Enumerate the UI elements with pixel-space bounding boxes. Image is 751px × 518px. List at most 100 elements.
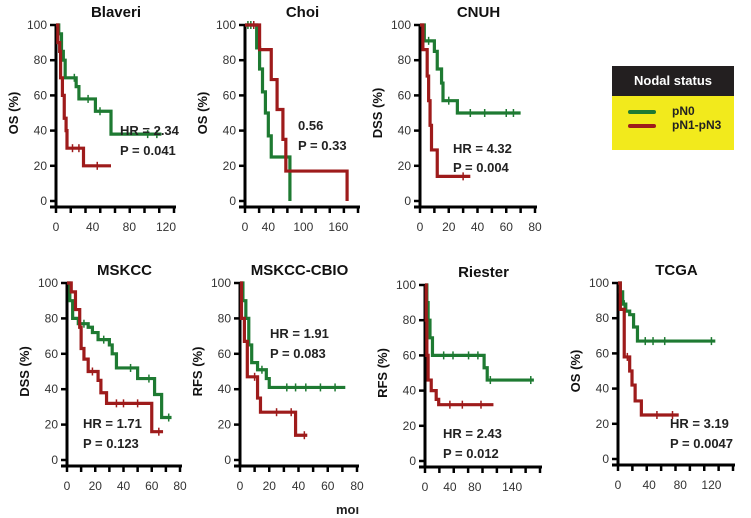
survival-curve-pn0 <box>56 23 162 136</box>
x-tick-label: 0 <box>53 220 60 234</box>
y-tick-label: 40 <box>398 124 412 138</box>
y-tick-label: 0 <box>404 194 411 208</box>
hazard-ratio-label: 0.56 <box>298 118 323 133</box>
p-value-label: P = 0.083 <box>270 346 326 361</box>
y-tick-label: 100 <box>216 18 236 32</box>
y-tick-label: 80 <box>34 53 48 67</box>
x-tick-label: 80 <box>173 479 187 493</box>
y-tick-label: 0 <box>224 453 231 467</box>
survival-curve-pn0 <box>425 283 534 382</box>
p-value-label: P = 0.004 <box>453 160 510 175</box>
y-tick-label: 40 <box>403 384 417 398</box>
y-tick-label: 60 <box>403 348 417 362</box>
y-tick-label: 60 <box>223 88 237 102</box>
km-panel-riester: Riester RFS (%) 0 20 40 60 80 100 0 40 80 140 HR = 2… <box>375 264 542 494</box>
y-tick-label: 80 <box>403 313 417 327</box>
survival-curve-pn1-pn3 <box>245 23 349 201</box>
y-axis-label: DSS (%) <box>17 346 32 397</box>
x-tick-label: 80 <box>468 480 482 494</box>
x-tick-label: 80 <box>674 478 688 492</box>
y-tick-label: 100 <box>589 276 609 290</box>
y-tick-label: 60 <box>596 346 610 360</box>
y-tick-label: 20 <box>34 159 48 173</box>
y-axis-label: OS (%) <box>195 92 210 135</box>
legend-swatch-pN0 <box>628 110 656 114</box>
x-tick-label: 20 <box>89 479 103 493</box>
y-tick-label: 0 <box>229 194 236 208</box>
survival-curve-pn1-pn3 <box>56 23 111 168</box>
survival-curve-pn1-pn3 <box>618 281 679 417</box>
legend: Nodal status pN0 pN1-pN3 <box>612 66 734 150</box>
survival-curve-pn0 <box>245 23 292 201</box>
km-panel-mskcc-cbio: MSKCC-CBIO RFS (%) 0 20 40 60 80 100 0 20 40 60 80 HR… <box>190 262 364 493</box>
y-tick-label: 60 <box>45 347 59 361</box>
survival-curve-pn1-pn3 <box>67 281 164 434</box>
panel-title: Choi <box>286 4 319 21</box>
x-tick-label: 0 <box>615 478 622 492</box>
panel-title: Blaveri <box>91 4 141 21</box>
hazard-ratio-label: HR = 4.32 <box>453 141 512 156</box>
panel-title: TCGA <box>655 262 698 279</box>
y-tick-label: 40 <box>223 124 237 138</box>
panel-title: MSKCC-CBIO <box>251 262 349 279</box>
y-tick-label: 80 <box>398 53 412 67</box>
x-tick-label: 80 <box>123 220 137 234</box>
y-tick-label: 100 <box>38 276 58 290</box>
legend-swatch-pN1-pN3 <box>628 124 656 128</box>
x-tick-label: 0 <box>237 479 244 493</box>
y-tick-label: 40 <box>34 124 48 138</box>
km-panel-blaveri: Blaveri OS (%) 0 20 40 60 80 100 0 40 80 120 HR = 2.… <box>6 4 180 234</box>
x-tick-label: 80 <box>528 220 542 234</box>
y-tick-label: 0 <box>40 194 47 208</box>
p-value-label: P = 0.012 <box>443 446 499 461</box>
y-tick-label: 60 <box>398 88 412 102</box>
y-axis-label: RFS (%) <box>190 347 205 397</box>
y-tick-label: 20 <box>596 417 610 431</box>
x-tick-label: 60 <box>145 479 159 493</box>
x-tick-label: 60 <box>321 479 335 493</box>
x-tick-label: 0 <box>422 480 429 494</box>
y-tick-label: 0 <box>602 452 609 466</box>
y-tick-label: 0 <box>409 454 416 468</box>
survival-curve-pn0 <box>240 281 346 390</box>
x-tick-label: 40 <box>292 479 306 493</box>
y-tick-label: 60 <box>218 347 232 361</box>
p-value-label: P = 0.33 <box>298 138 347 153</box>
x-tick-label: 40 <box>471 220 485 234</box>
legend-label: pN1-pN3 <box>672 118 722 132</box>
x-tick-label: 120 <box>701 478 721 492</box>
hazard-ratio-label: HR = 1.71 <box>83 416 142 431</box>
km-panel-mskcc: MSKCC DSS (%) 0 20 40 60 80 100 0 20 40 60 80 HR = 1.… <box>17 262 187 493</box>
y-axis-label: OS (%) <box>568 350 583 393</box>
x-tick-label: 40 <box>117 479 131 493</box>
x-tick-label: 0 <box>417 220 424 234</box>
y-tick-label: 20 <box>223 159 237 173</box>
x-axis-unit-label: moı <box>336 502 359 517</box>
y-tick-label: 80 <box>45 311 59 325</box>
panel-title: CNUH <box>457 4 500 21</box>
panel-title: Riester <box>458 264 509 281</box>
y-tick-label: 80 <box>596 311 610 325</box>
x-tick-label: 0 <box>242 220 249 234</box>
x-tick-label: 140 <box>502 480 522 494</box>
x-tick-label: 0 <box>64 479 71 493</box>
y-tick-label: 100 <box>211 276 231 290</box>
x-tick-label: 100 <box>293 220 313 234</box>
y-axis-label: RFS (%) <box>375 348 390 398</box>
y-axis-label: DSS (%) <box>370 88 385 139</box>
y-tick-label: 100 <box>391 18 411 32</box>
legend-label: pN0 <box>672 104 695 118</box>
legend-item-pN0: pN0 <box>612 104 734 118</box>
x-tick-label: 20 <box>263 479 277 493</box>
y-tick-label: 20 <box>218 418 232 432</box>
km-panel-cnuh: CNUH DSS (%) 0 20 40 60 80 100 0 20 40 60 80 HR = 4.3… <box>370 4 542 234</box>
y-tick-label: 20 <box>45 418 59 432</box>
y-tick-label: 0 <box>51 453 58 467</box>
survival-curve-pn1-pn3 <box>420 23 471 178</box>
x-tick-label: 60 <box>500 220 514 234</box>
x-tick-label: 40 <box>642 478 656 492</box>
km-panel-tcga: TCGA OS (%) 0 20 40 60 80 100 0 40 80 120 HR = 3.19 P… <box>568 262 735 492</box>
y-tick-label: 80 <box>223 53 237 67</box>
legend-title: Nodal status <box>612 66 734 96</box>
